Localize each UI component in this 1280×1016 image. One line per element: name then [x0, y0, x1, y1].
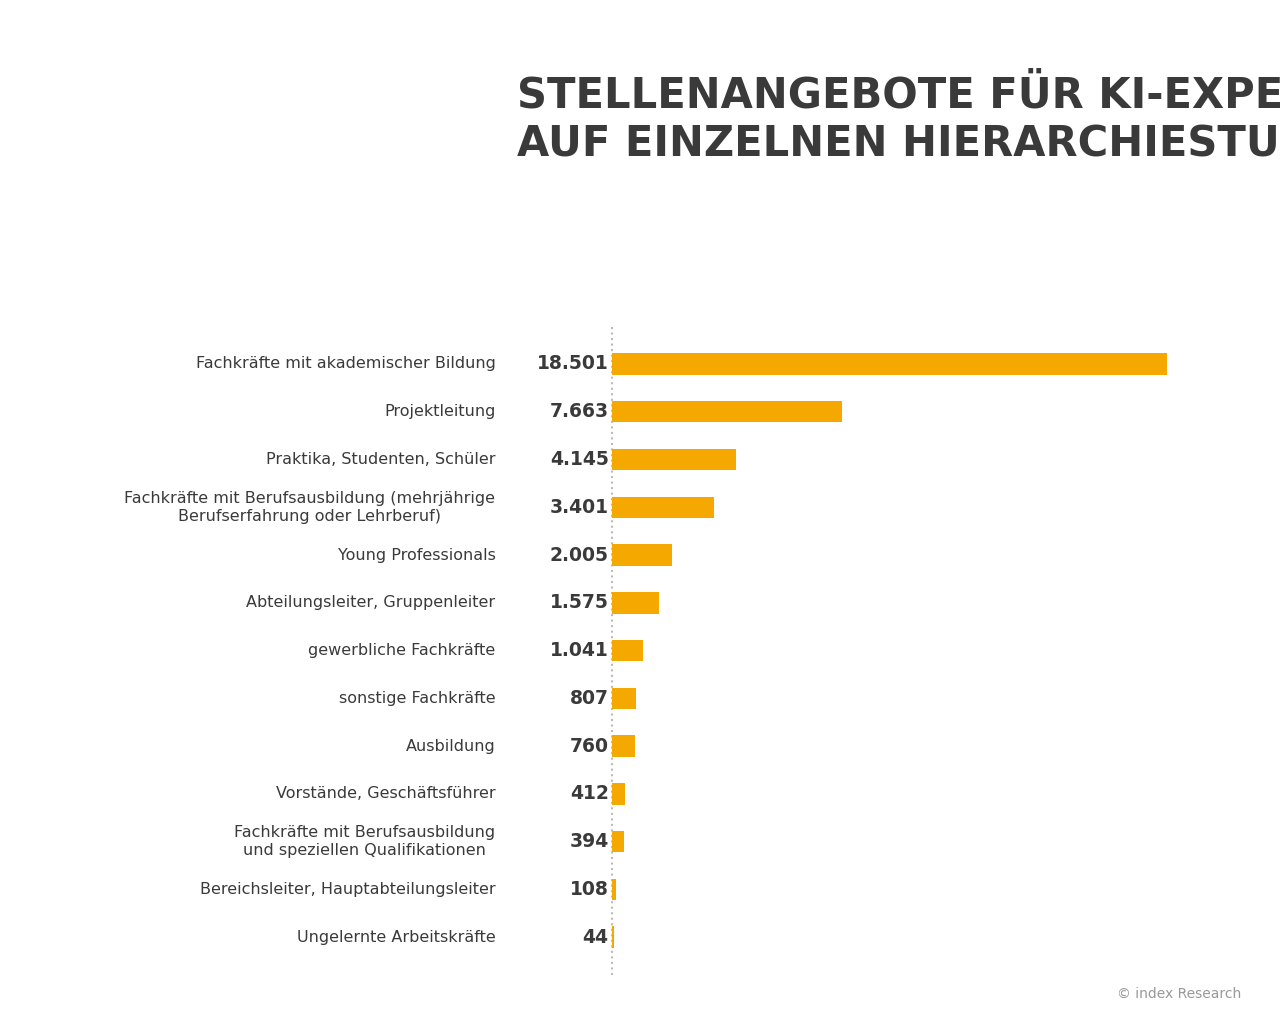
Bar [612, 497, 714, 518]
Bar [612, 927, 613, 948]
Text: 44: 44 [582, 928, 609, 947]
Text: Ungelernte Arbeitskräfte: Ungelernte Arbeitskräfte [297, 930, 495, 945]
Bar [612, 592, 659, 614]
Bar [612, 354, 1166, 375]
Text: 394: 394 [570, 832, 609, 851]
Bar [612, 736, 635, 757]
Text: 18.501: 18.501 [536, 355, 609, 374]
Bar [612, 831, 625, 852]
Text: 7.663: 7.663 [549, 402, 609, 422]
Text: Projektleitung: Projektleitung [384, 404, 495, 420]
Text: 807: 807 [570, 689, 609, 708]
Text: gewerbliche Fachkräfte: gewerbliche Fachkräfte [308, 643, 495, 658]
Bar [612, 401, 842, 423]
Text: 3.401: 3.401 [549, 498, 609, 517]
Text: 4.145: 4.145 [550, 450, 609, 469]
Text: Praktika, Studenten, Schüler: Praktika, Studenten, Schüler [266, 452, 495, 467]
Bar [612, 783, 625, 805]
Text: 1.041: 1.041 [550, 641, 609, 660]
Text: Vorstände, Geschäftsführer: Vorstände, Geschäftsführer [275, 786, 495, 802]
Text: STELLENANGEBOTE FÜR KI-EXPERTEN
AUF EINZELNEN HIERARCHIESTUFEN: STELLENANGEBOTE FÜR KI-EXPERTEN AUF EINZ… [517, 75, 1280, 166]
Text: 108: 108 [570, 880, 609, 899]
Text: © index Research: © index Research [1117, 987, 1242, 1001]
Bar [612, 545, 672, 566]
Bar [612, 879, 616, 900]
Text: Bereichsleiter, Hauptabteilungsleiter: Bereichsleiter, Hauptabteilungsleiter [200, 882, 495, 897]
Text: 1.575: 1.575 [550, 593, 609, 613]
Bar [612, 640, 644, 661]
Text: 2.005: 2.005 [549, 546, 609, 565]
Text: sonstige Fachkräfte: sonstige Fachkräfte [339, 691, 495, 706]
Text: Young Professionals: Young Professionals [338, 548, 495, 563]
Text: Abteilungsleiter, Gruppenleiter: Abteilungsleiter, Gruppenleiter [246, 595, 495, 611]
Text: Fachkräfte mit Berufsausbildung (mehrjährige
Berufserfahrung oder Lehrberuf): Fachkräfte mit Berufsausbildung (mehrjäh… [124, 491, 495, 524]
Bar [612, 449, 736, 470]
Text: Fachkräfte mit Berufsausbildung
und speziellen Qualifikationen: Fachkräfte mit Berufsausbildung und spez… [234, 825, 495, 859]
Text: 412: 412 [570, 784, 609, 804]
Text: Fachkräfte mit akademischer Bildung: Fachkräfte mit akademischer Bildung [196, 357, 495, 372]
Bar [612, 688, 636, 709]
Text: 760: 760 [570, 737, 609, 756]
Text: Ausbildung: Ausbildung [406, 739, 495, 754]
